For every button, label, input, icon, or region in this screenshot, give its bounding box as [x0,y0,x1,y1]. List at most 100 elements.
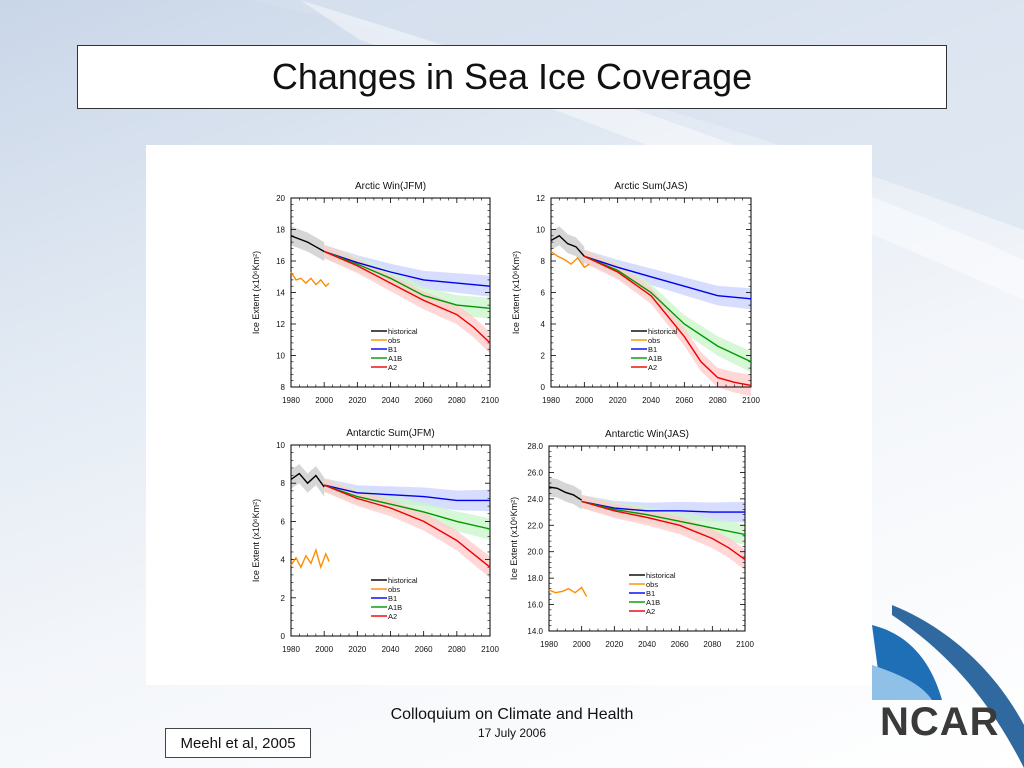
y-tick-label-0-3: 14 [276,289,285,298]
x-tick-label-0-0: 1980 [282,396,300,405]
x-tick-label-1-1: 2000 [575,396,593,405]
x-tick-label-0-6: 2100 [481,396,499,405]
legend-label-b1-2: B1 [388,594,397,603]
series-a2-line-0 [323,250,491,344]
x-tick-label-1-0: 1980 [542,396,560,405]
series-a2-line-2 [323,484,491,568]
ncar-logo-text: NCAR [880,700,1000,744]
title-box: Changes in Sea Ice Coverage [77,45,947,109]
legend-label-obs-1: obs [648,336,660,345]
y-tick-label-3-1: 16.0 [527,601,543,610]
y-tick-label-3-2: 18.0 [527,574,543,583]
x-tick-label-0-5: 2080 [448,396,466,405]
series-a1b-line-0 [323,250,491,309]
y-tick-label-1-6: 12 [536,194,545,203]
legend-label-obs-3: obs [646,580,658,589]
y-tick-label-3-3: 20.0 [527,548,543,557]
band-a2-2 [324,478,490,578]
series-obs-line-3 [548,586,588,597]
series-historical-line-1 [550,234,585,257]
footer-event: Colloquium on Climate and Health [390,706,634,723]
chart-title-1: Arctic Sum(JAS) [614,181,687,192]
x-tick-label-3-3: 2040 [638,640,656,649]
y-tick-label-2-2: 4 [281,556,286,565]
x-tick-label-0-4: 2060 [415,396,433,405]
footer-date: 17 July 2006 [477,726,547,740]
legend-label-historical-2: historical [388,576,418,585]
y-tick-label-3-5: 24.0 [527,495,543,504]
series-b1-line-1 [584,255,752,300]
legend-label-a1b-2: A1B [388,603,402,612]
band-a2-1 [584,249,751,396]
series-obs-line-0 [290,271,330,288]
legend-label-obs-0: obs [388,336,400,345]
x-tick-label-0-1: 2000 [315,396,333,405]
series-a1b-line-2 [323,484,491,530]
y-tick-label-3-4: 22.0 [527,521,543,530]
series-obs-line-1 [550,251,590,269]
y-tick-label-1-1: 2 [541,352,546,361]
series-historical-line-2 [290,472,325,488]
chart-title-3: Antarctic Win(JAS) [605,429,689,440]
series-b1-line-2 [324,484,490,502]
y-tick-label-2-0: 0 [281,632,286,641]
figure-panel: Arctic Win(JFM) 8 10 12 14 16 18 20 1980 2000 2020… [146,145,872,685]
y-tick-label-1-2: 4 [541,320,546,329]
x-tick-label-0-3: 2040 [382,396,400,405]
x-tick-label-2-1: 2000 [315,645,333,654]
x-tick-label-0-2: 2020 [348,396,366,405]
series-a2-line-3 [581,500,746,561]
citation-text: Meehl et al, 2005 [180,734,296,752]
y-tick-label-1-0: 0 [541,383,546,392]
band-b1-1 [584,249,751,310]
legend-label-obs-2: obs [388,585,400,594]
y-tick-label-3-0: 14.0 [527,627,543,636]
y-tick-label-2-1: 2 [281,594,286,603]
y-tick-label-0-2: 12 [276,320,285,329]
legend-label-a1b-0: A1B [388,354,402,363]
legend-label-a2-0: A2 [388,363,397,372]
series-obs-line-2 [290,547,330,570]
chart-title-2: Antarctic Sum(JFM) [346,428,434,439]
band-historical-2 [291,464,325,497]
x-tick-label-3-4: 2060 [671,640,689,649]
x-tick-label-3-2: 2020 [605,640,623,649]
y-tick-label-0-1: 10 [276,352,285,361]
y-tick-label-0-0: 8 [281,383,286,392]
legend-label-historical-3: historical [646,571,676,580]
x-tick-label-2-3: 2040 [382,645,400,654]
slide-title: Changes in Sea Ice Coverage [271,56,753,97]
x-tick-label-3-6: 2100 [736,640,754,649]
x-tick-label-2-0: 1980 [282,645,300,654]
legend-label-historical-0: historical [388,327,418,336]
legend-label-a2-2: A2 [388,612,397,621]
band-a2-3 [581,495,745,570]
band-historical-0 [291,226,325,261]
legend-label-b1-0: B1 [388,345,397,354]
series-b1-line-0 [323,250,491,287]
ncar-logo-mark [872,605,1024,768]
y-axis-label-1: Ice Extent (x10⁶Km²) [511,251,521,334]
band-b1-0 [324,244,490,297]
legend-label-a1b-1: A1B [648,354,662,363]
y-tick-label-0-4: 16 [276,257,285,266]
legend-label-a1b-3: A1B [646,598,660,607]
series-a2-line-1 [584,255,752,387]
y-tick-label-3-6: 26.0 [527,468,543,477]
x-tick-label-1-4: 2060 [675,396,693,405]
x-tick-label-1-3: 2040 [642,396,660,405]
y-axis-label-2: Ice Extent (x10⁶Km²) [251,499,261,582]
y-tick-label-1-3: 6 [541,289,546,298]
y-tick-label-2-3: 6 [281,517,286,526]
y-axis-label-0: Ice Extent (x10⁶Km²) [251,251,261,334]
x-tick-label-2-6: 2100 [481,645,499,654]
y-tick-label-3-7: 28.0 [527,442,543,451]
series-a1b-line-1 [584,255,752,363]
band-historical-3 [549,477,582,510]
x-tick-label-3-1: 2000 [573,640,591,649]
chart-title-0: Arctic Win(JFM) [355,181,426,192]
x-tick-label-3-0: 1980 [540,640,558,649]
citation-box: Meehl et al, 2005 [165,728,311,758]
legend-label-historical-1: historical [648,327,678,336]
